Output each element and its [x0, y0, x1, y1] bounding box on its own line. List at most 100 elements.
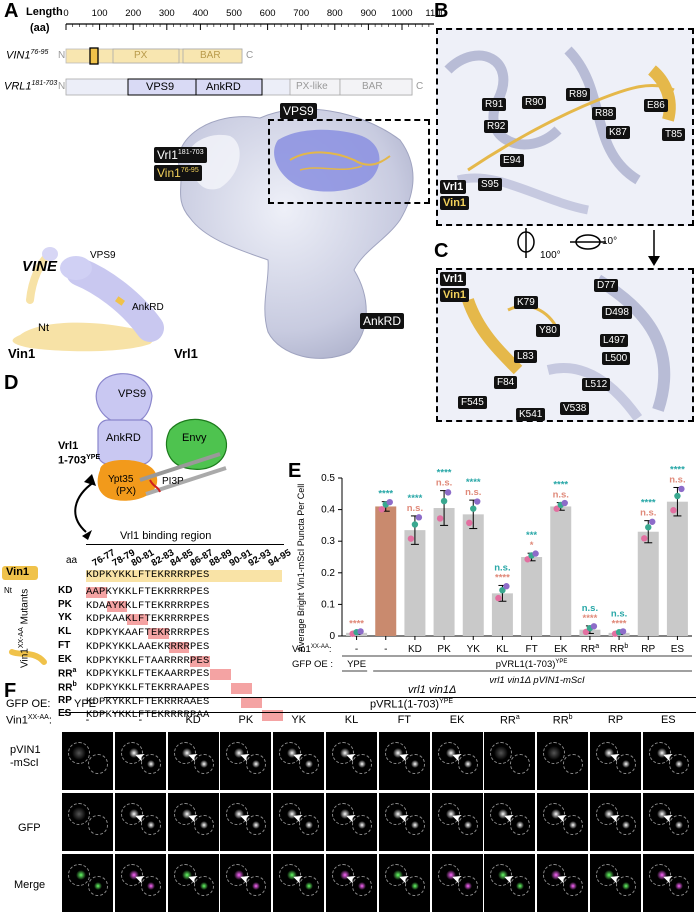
- vrl1-ankrd-domain: AnkRD: [206, 81, 241, 93]
- micrograph-tile: [484, 732, 536, 790]
- x-tick-label: RRa: [581, 643, 599, 655]
- punctum: [340, 809, 350, 819]
- vin1-c-term: C: [246, 50, 254, 61]
- d-ypt35: Ypt35: [108, 474, 134, 485]
- micrograph-tile: ➤: [590, 732, 641, 790]
- punctum: [252, 821, 261, 829]
- cell-outline: [140, 754, 161, 774]
- mutant-sequence: KDPKYKKLFTEKRRAAPES: [86, 681, 210, 694]
- cell-outline: [668, 815, 689, 835]
- punctum: [516, 882, 525, 890]
- ruler-tick-label: 1100: [425, 8, 446, 19]
- x-tick-label-text: -: [384, 644, 387, 655]
- x-tick-label: RRb: [610, 643, 628, 655]
- f-col-label-text: EK: [449, 714, 465, 726]
- replicate-dot: [474, 498, 481, 505]
- mutant-name: PK: [58, 599, 72, 610]
- punctum: [569, 882, 578, 890]
- mutant-name: FT: [58, 640, 70, 651]
- y-tick-label: 0.1: [321, 599, 335, 610]
- cell-outline: [384, 803, 407, 825]
- x-tick-label-text: RP: [641, 644, 655, 655]
- punctum: [287, 809, 298, 819]
- res-l500: L500: [602, 352, 631, 365]
- cell-outline: [648, 803, 671, 825]
- cell-outline: [543, 864, 566, 886]
- diffuse-signal: [494, 746, 509, 760]
- f-col-label-sup: b: [568, 714, 573, 721]
- mutant-name-text: FT: [58, 639, 71, 651]
- vin1-px-domain: PX: [134, 50, 148, 61]
- cell-outline: [668, 876, 689, 896]
- punctum: [410, 760, 419, 768]
- alanina-highlight: [117, 600, 128, 612]
- f-col-label: FT: [379, 714, 430, 726]
- punctum: [305, 821, 314, 829]
- micrograph-tile: ➤: [642, 732, 694, 790]
- sig-teal: n.s.: [582, 603, 598, 614]
- cell-outline: [193, 815, 214, 835]
- ruler-tick-label: 700: [293, 8, 310, 19]
- micrograph-tile: ➤: [326, 732, 377, 790]
- d-ankrd: AnkRD: [106, 432, 141, 444]
- cell-outline: [490, 864, 513, 886]
- mutant-name-text: RP: [58, 694, 72, 706]
- replicate-dot: [386, 498, 393, 506]
- panel-label-f: F: [4, 680, 17, 702]
- cell-outline: [246, 876, 267, 896]
- res-r92: R92: [484, 120, 509, 133]
- punctum: [181, 870, 192, 880]
- cell-outline: [193, 876, 214, 896]
- micrograph-tile: ➤: [642, 854, 694, 912]
- d-envy: Envy: [182, 432, 207, 444]
- cell-outline: [543, 803, 566, 825]
- punctum: [498, 809, 509, 819]
- punctum: [604, 809, 614, 819]
- cell-outline: [616, 876, 636, 896]
- cell-outline: [668, 754, 689, 774]
- cell-outline: [596, 803, 618, 825]
- cell-outline: [352, 754, 372, 774]
- mutant-name-text: ES: [58, 708, 72, 720]
- sig-coral: ****: [583, 613, 598, 624]
- x-tick-label-sup: a: [595, 643, 599, 650]
- ruler-tick-label: 800: [326, 8, 343, 19]
- x-tick-label: YK: [467, 644, 481, 655]
- sig-coral: n.s.: [640, 508, 656, 519]
- mutant-sequence: KDPKYKKLAAEKRRRRPES: [86, 640, 210, 653]
- alanina-highlight: [137, 614, 149, 626]
- micrograph-tile: ➤: [537, 854, 589, 912]
- f-col-label-text: -: [138, 714, 143, 726]
- f-col-label-text: FT: [397, 714, 412, 726]
- cell-outline: [299, 815, 320, 835]
- punctum: [358, 821, 366, 829]
- f-col-label-text: ES: [660, 714, 676, 726]
- bar: [404, 530, 426, 636]
- replicate-dot: [590, 623, 598, 630]
- wt-seq-highlight: [86, 570, 282, 582]
- sig-coral: ****: [349, 618, 364, 629]
- punctum: [463, 821, 472, 829]
- bar: [433, 508, 455, 636]
- ruler-tick-label: 600: [259, 8, 276, 19]
- d-vin1: Vin1: [6, 566, 30, 578]
- alanina-highlight: [189, 655, 200, 667]
- x-tick-label-text: RR: [610, 644, 624, 655]
- cell-outline: [457, 815, 478, 835]
- replicate-dot: [649, 518, 656, 525]
- vine-cartoon: [12, 247, 164, 352]
- replicate-dot: [440, 497, 448, 505]
- punctum: [656, 748, 667, 758]
- panel-c-key-vin1: Vin1: [440, 288, 470, 302]
- y-axis-label: Average Bright Vin1-mScI Puncta Per Cell: [296, 483, 306, 652]
- ruler-tick-label: 200: [125, 8, 142, 19]
- bar: [491, 593, 513, 636]
- panel-label-c: C: [434, 240, 449, 262]
- sig-teal: ****: [408, 493, 423, 504]
- micrograph-tile: ➤: [114, 732, 166, 790]
- mutant-name: EK: [58, 654, 72, 665]
- length-label: Length: [26, 6, 63, 18]
- punctum: [181, 748, 192, 758]
- vin1-n-term: N: [58, 50, 66, 61]
- f-col-label: -: [62, 714, 113, 726]
